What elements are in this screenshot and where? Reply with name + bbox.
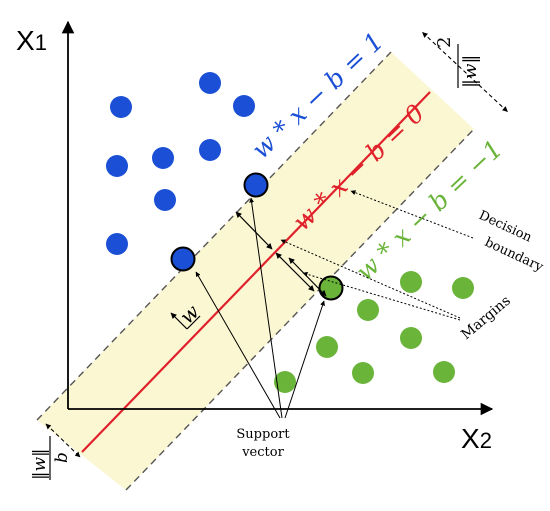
support-vector-label-2: vector [241,445,284,460]
class-b-point [452,277,474,299]
margins-pointer-2 [302,271,461,321]
decision-boundary-label: Decision [476,208,534,246]
support-vector-label: Support [236,427,290,442]
class-a-point [154,189,176,211]
class-a-point [152,147,174,169]
x-axis-label: X2 [461,423,492,454]
support-vector-class-a [243,172,269,198]
offset-fraction: b ‖w‖ [30,436,72,480]
margin-width-annotation [422,32,508,112]
class-a-point [106,155,128,177]
class-a-point [110,96,132,118]
normal-vector-tick [186,315,201,330]
class-b-point [316,336,338,358]
class-a-points [106,72,255,255]
support-vector-class-b [318,275,344,301]
class-b-point [433,361,455,383]
margin-width-fraction: 2 ‖w‖ [434,37,481,88]
margin-width-denominator: ‖w‖ [460,55,481,88]
support-vector-pointer-2 [249,197,283,419]
support-vector-pointer-3 [284,300,325,419]
class-b-point [400,271,422,293]
class-a-point [233,95,255,117]
margin-arrow-extra [288,257,327,297]
class-a-point [199,139,221,161]
offset-numerator: b [52,452,72,463]
decision-boundary-line [81,91,431,453]
class-a-point [106,233,128,255]
offset-arrow [45,423,81,458]
class-b-point [274,371,296,393]
upper-margin-line [36,51,392,421]
offset-denominator: ‖w‖ [30,448,50,480]
support-vector-pointer-1 [195,271,281,419]
decision-boundary-pointer [350,190,474,239]
class-b-point [357,299,379,321]
margin-width-numerator: 2 [434,37,455,48]
margins-label: Margins [458,293,513,343]
y-axis-label: X1 [16,25,47,56]
margin-arrow-upper [235,211,273,250]
margins-pointer-1 [280,239,461,319]
normal-vector-arrow [170,312,188,330]
margin-width-arrow [422,32,508,112]
class-a-point [199,72,221,94]
decision-boundary-label-2: boundary [482,235,546,275]
class-b-points [274,271,474,393]
class-b-point [352,362,374,384]
support-vector-class-a [170,246,196,272]
class-b-point [400,327,422,349]
